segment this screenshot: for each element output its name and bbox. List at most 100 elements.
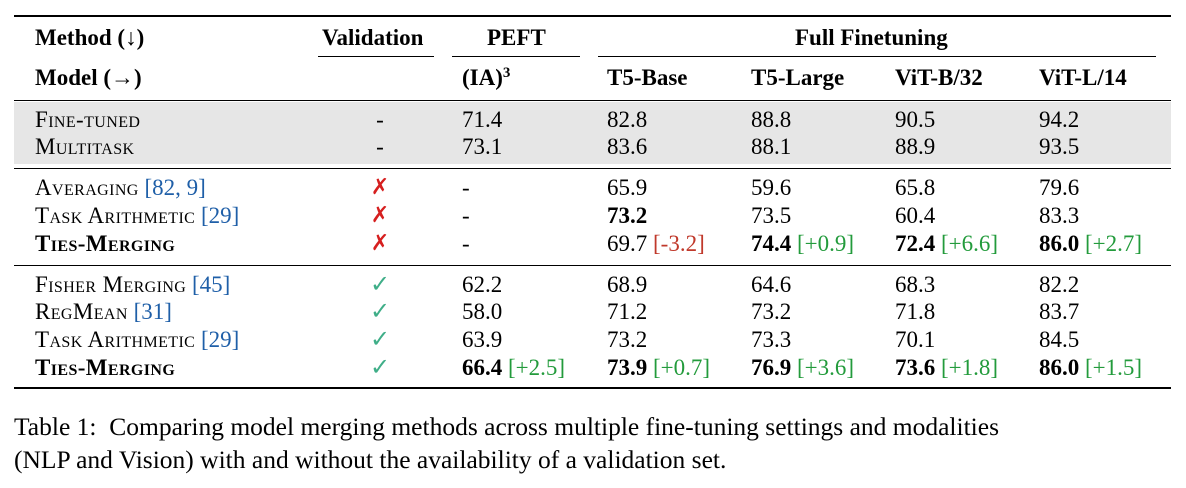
header-rule bbox=[14, 100, 1171, 101]
group-rule-1 bbox=[14, 168, 1171, 169]
t5-base-cell: 68.9 bbox=[607, 272, 648, 297]
method-cell: Averaging [82, 9] bbox=[35, 174, 206, 201]
bottom-rule bbox=[14, 387, 1171, 389]
cross-icon: ✗ bbox=[370, 231, 390, 256]
vit-b32-cell: 90.5 bbox=[895, 107, 936, 132]
validation-cell: - bbox=[376, 134, 384, 159]
vit-b32-header: ViT-B/32 bbox=[895, 65, 983, 90]
method-cell: Fisher Merging [45] bbox=[35, 271, 230, 298]
t5-large-cell: 59.6 bbox=[751, 175, 792, 200]
cross-icon: ✗ bbox=[370, 203, 390, 228]
t5-base-cell: 83.6 bbox=[607, 134, 648, 159]
delta-value: [+6.6] bbox=[941, 231, 999, 256]
ia3-label: (IA) bbox=[462, 65, 503, 90]
score-value: 73.9 bbox=[607, 355, 648, 380]
t5-large-cell: 73.3 bbox=[751, 327, 792, 352]
vit-l14-cell: 82.2 bbox=[1039, 272, 1080, 297]
citation-link[interactable]: [29] bbox=[201, 203, 240, 228]
method-cell: Ties-Merging bbox=[35, 231, 176, 256]
method-cell: Task Arithmetic [29] bbox=[35, 202, 239, 229]
validation-cmidrule bbox=[318, 56, 434, 57]
delta-value: [+1.8] bbox=[941, 355, 999, 380]
score-value: 86.0 bbox=[1039, 231, 1080, 256]
t5-large-cell: 76.9 [+3.6] bbox=[751, 354, 854, 381]
cross-icon: ✗ bbox=[370, 175, 390, 200]
t5-base-cell: 73.2 bbox=[607, 327, 648, 352]
ia3-header: (IA)3 bbox=[462, 64, 510, 91]
method-name: Task Arithmetic bbox=[35, 203, 196, 228]
check-icon: ✓ bbox=[369, 325, 391, 353]
citation-link[interactable]: [29] bbox=[201, 327, 240, 352]
method-cell: Task Arithmetic [29] bbox=[35, 326, 239, 353]
ia3-cell: 58.0 bbox=[462, 299, 503, 324]
delta-value: [+0.9] bbox=[797, 231, 855, 256]
caption-line-1: Table 1: Comparing model merging methods… bbox=[14, 412, 999, 441]
vit-l14-cell: 84.5 bbox=[1039, 327, 1080, 352]
method-cell: Multitask bbox=[35, 134, 135, 159]
ia3-cell: 73.1 bbox=[462, 134, 503, 159]
score-value: 86.0 bbox=[1039, 355, 1080, 380]
t5-large-cell: 74.4 [+0.9] bbox=[751, 230, 854, 257]
peft-header: PEFT bbox=[487, 25, 546, 50]
score-value: 66.4 bbox=[462, 355, 503, 380]
model-header: Model (→) bbox=[35, 65, 142, 90]
vit-b32-cell: 71.8 bbox=[895, 299, 936, 324]
peft-cmidrule bbox=[452, 56, 580, 57]
method-cell: Fine-tuned bbox=[35, 107, 141, 132]
caption-line-2: (NLP and Vision) with and without the av… bbox=[14, 445, 727, 474]
vit-l14-cell: 83.3 bbox=[1039, 203, 1080, 228]
full-finetuning-cmidrule bbox=[598, 56, 1156, 57]
method-name: Fisher Merging bbox=[35, 272, 187, 297]
delta-value: [+2.5] bbox=[508, 355, 566, 380]
method-name: RegMean bbox=[35, 299, 128, 324]
ia3-cell: 62.2 bbox=[462, 272, 503, 297]
delta-value: [+3.6] bbox=[797, 355, 855, 380]
table-caption: Table 1: Comparing model merging methods… bbox=[14, 410, 1174, 476]
vit-b32-cell: 88.9 bbox=[895, 134, 936, 159]
validation-cell: - bbox=[376, 107, 384, 132]
vit-b32-cell: 73.6 [+1.8] bbox=[895, 354, 998, 381]
t5-base-cell: 69.7 [-3.2] bbox=[607, 230, 705, 257]
check-icon: ✓ bbox=[369, 353, 391, 381]
top-rule bbox=[14, 15, 1171, 17]
ia3-superscript: 3 bbox=[502, 65, 511, 81]
method-name: Task Arithmetic bbox=[35, 327, 196, 352]
ia3-cell: - bbox=[462, 203, 470, 228]
vit-l14-cell: 79.6 bbox=[1039, 175, 1080, 200]
ia3-cell: - bbox=[462, 175, 470, 200]
score-value: 76.9 bbox=[751, 355, 792, 380]
vit-l14-header: ViT-L/14 bbox=[1039, 65, 1127, 90]
citation-link[interactable]: [82, 9] bbox=[144, 175, 206, 200]
vit-l14-cell: 86.0 [+2.7] bbox=[1039, 230, 1142, 257]
t5-large-cell: 73.5 bbox=[751, 203, 792, 228]
citation-link[interactable]: [31] bbox=[133, 299, 172, 324]
score-value: 72.4 bbox=[895, 231, 936, 256]
vit-l14-cell: 86.0 [+1.5] bbox=[1039, 354, 1142, 381]
check-icon: ✓ bbox=[369, 270, 391, 298]
method-cell: RegMean [31] bbox=[35, 298, 172, 325]
reference-row-shading bbox=[14, 102, 1171, 164]
vit-l14-cell: 83.7 bbox=[1039, 299, 1080, 324]
full-finetuning-header: Full Finetuning bbox=[795, 25, 948, 50]
score-value: 73.6 bbox=[895, 355, 936, 380]
vit-b32-cell: 65.8 bbox=[895, 175, 936, 200]
t5-base-cell: 65.9 bbox=[607, 175, 648, 200]
delta-value: [-3.2] bbox=[653, 231, 705, 256]
t5-large-header: T5-Large bbox=[751, 65, 845, 90]
t5-base-cell: 73.9 [+0.7] bbox=[607, 354, 710, 381]
t5-base-cell: 73.2 bbox=[607, 203, 648, 228]
vit-b32-cell: 70.1 bbox=[895, 327, 936, 352]
score-value: 69.7 bbox=[607, 231, 648, 256]
method-name: Averaging bbox=[35, 175, 139, 200]
t5-large-cell: 73.2 bbox=[751, 299, 792, 324]
t5-large-cell: 88.8 bbox=[751, 107, 792, 132]
score-value: 74.4 bbox=[751, 231, 792, 256]
t5-base-cell: 82.8 bbox=[607, 107, 648, 132]
vit-b32-cell: 60.4 bbox=[895, 203, 936, 228]
t5-large-cell: 88.1 bbox=[751, 134, 792, 159]
t5-large-cell: 64.6 bbox=[751, 272, 792, 297]
citation-link[interactable]: [45] bbox=[192, 272, 231, 297]
validation-header: Validation bbox=[322, 25, 424, 50]
method-header: Method (↓) bbox=[35, 25, 145, 50]
ia3-cell: - bbox=[462, 231, 470, 256]
